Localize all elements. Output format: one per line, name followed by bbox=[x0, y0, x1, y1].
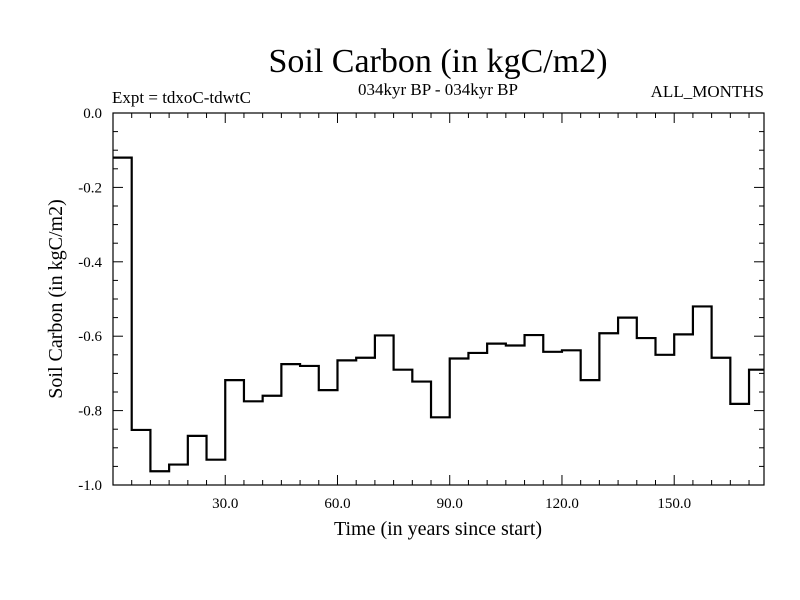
x-tick-label: 150.0 bbox=[657, 496, 691, 512]
y-tick-label: -0.2 bbox=[78, 180, 102, 196]
x-tick-labels: 30.0 60.0 90.0 120.0 150.0 bbox=[212, 496, 691, 512]
months-label: ALL_MONTHS bbox=[651, 82, 764, 101]
x-tick-label: 30.0 bbox=[212, 496, 238, 512]
y-tick-labels: 0.0 -0.2 -0.4 -0.6 -0.8 -1.0 bbox=[78, 106, 102, 494]
y-tick-label: -0.6 bbox=[78, 329, 102, 345]
x-tick-label: 120.0 bbox=[545, 496, 579, 512]
y-tick-label: -1.0 bbox=[78, 478, 102, 494]
y-tick-label: -0.4 bbox=[78, 255, 102, 271]
x-tick-label: 60.0 bbox=[324, 496, 350, 512]
y-tick-label: 0.0 bbox=[83, 106, 102, 122]
y-tick-label: -0.8 bbox=[78, 404, 102, 420]
experiment-label: Expt = tdxoC-tdwtC bbox=[112, 88, 251, 107]
tick-marks bbox=[113, 112, 764, 486]
x-tick-label: 90.0 bbox=[437, 496, 463, 512]
data-points bbox=[113, 158, 764, 472]
series-line-soil-carbon bbox=[113, 156, 764, 473]
y-axis-label: Soil Carbon (in kgC/m2) bbox=[45, 199, 67, 398]
chart-subtitle: 034kyr BP - 034kyr BP bbox=[358, 80, 518, 99]
x-axis-label: Time (in years since start) bbox=[334, 518, 542, 540]
plot-frame bbox=[112, 112, 765, 486]
chart-title: Soil Carbon (in kgC/m2) bbox=[268, 43, 607, 80]
